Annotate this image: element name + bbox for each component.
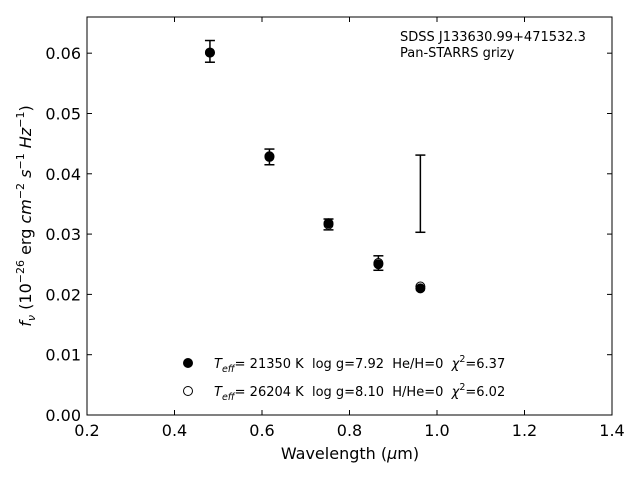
legend-entry-2: Teff= 26204 K log g=8.10 H/He=0 χ2=6.02 xyxy=(214,382,505,403)
model-point-filled xyxy=(264,151,275,162)
axis-ticks xyxy=(86,17,613,416)
x-tick-label: 1.2 xyxy=(512,421,537,440)
y-tick-label: 0.02 xyxy=(45,285,81,304)
x-tick-label: 0.2 xyxy=(74,421,99,440)
error-bars xyxy=(204,39,426,272)
legend-entry-1: Teff= 21350 K log g=7.92 He/H=0 χ2=6.37 xyxy=(214,354,505,375)
y-axis-label: fν (10−26 erg cm−2 s−1 Hz−1) xyxy=(14,105,38,326)
y-tick-label: 0.03 xyxy=(45,225,81,244)
model-filled-points xyxy=(204,47,426,294)
x-tick-label: 1.0 xyxy=(424,421,449,440)
x-tick-label: 0.8 xyxy=(337,421,362,440)
y-tick-label: 0.00 xyxy=(45,406,81,425)
x-tick-label: 0.6 xyxy=(249,421,274,440)
legend-marker-filled xyxy=(183,358,193,368)
y-tick-label: 0.04 xyxy=(45,165,81,184)
y-tick-label: 0.01 xyxy=(45,346,81,365)
model-point-filled xyxy=(323,218,334,229)
plot-frame xyxy=(86,16,613,416)
model-point-filled xyxy=(373,259,384,270)
object-name: SDSS J133630.99+471532.3 xyxy=(400,30,586,45)
x-tick-label: 0.4 xyxy=(162,421,187,440)
model-open-points xyxy=(204,47,426,292)
model-point-filled xyxy=(415,283,426,294)
y-tick-label: 0.06 xyxy=(45,44,81,63)
y-tick-labels: 0.00 0.01 0.02 0.03 0.04 0.05 0.06 xyxy=(45,44,81,425)
legend: Teff= 21350 K log g=7.92 He/H=0 χ2=6.37 … xyxy=(183,354,505,403)
x-tick-labels: 0.2 0.4 0.6 0.8 1.0 1.2 1.4 xyxy=(74,421,624,440)
survey-name: Pan-STARRS grizy xyxy=(400,46,515,61)
model-point-filled xyxy=(204,47,215,58)
x-axis-label: Wavelength (μm) xyxy=(281,444,419,463)
y-tick-label: 0.05 xyxy=(45,104,81,123)
legend-marker-open xyxy=(183,386,193,396)
x-tick-label: 1.4 xyxy=(599,421,624,440)
